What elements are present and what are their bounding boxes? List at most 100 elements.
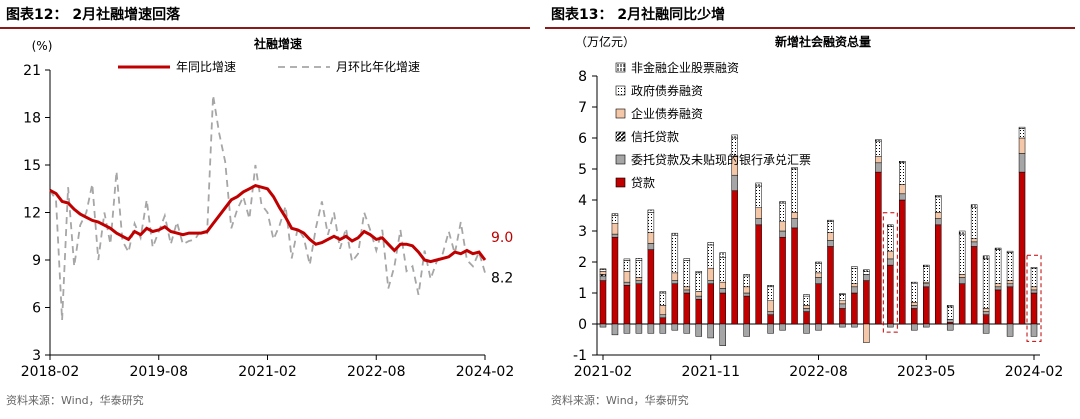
bar-segment-gov_bonds	[994, 249, 1002, 284]
bar-segment-corp_bonds	[851, 283, 858, 288]
bar-stack	[611, 213, 619, 336]
bar-segment-entrusted	[982, 311, 990, 315]
bar-segment-gov_bonds	[839, 294, 846, 301]
bar-segment-gov_bonds	[659, 292, 667, 306]
bar-segment-loans	[779, 236, 786, 325]
bar-segment-gov_bonds	[683, 260, 691, 288]
bar-segment-corp_bonds	[970, 238, 978, 243]
bar-segment-gov_bonds	[695, 272, 703, 292]
bar-segment-corp_bonds	[779, 221, 786, 232]
bar-stack	[767, 285, 774, 334]
legend-label: 信托贷款	[631, 130, 679, 144]
y-tick-label: 6	[578, 131, 587, 147]
legend-swatch	[615, 154, 626, 165]
bar-segment-corp_bonds	[982, 308, 990, 312]
bar-stack	[827, 219, 834, 325]
bar-segment-loans	[623, 285, 631, 325]
bar-stack	[683, 258, 691, 334]
bar-segment-corp_bonds	[755, 207, 762, 219]
bar-stack	[707, 242, 714, 339]
bar-segment-loans	[731, 190, 738, 325]
bar-segment-corp_bonds	[683, 286, 691, 291]
bar-stack	[815, 261, 822, 331]
chart-title: 新增社会融资总量	[775, 34, 871, 49]
y-tick-label: 3	[32, 348, 41, 364]
bar-stack	[743, 274, 750, 337]
bar-segment-corp_bonds	[875, 156, 882, 164]
bar-segment-loans	[803, 311, 810, 325]
bar-segment-equity	[599, 268, 607, 271]
y-tick-label: 8	[578, 69, 587, 85]
y-tick-label: 1	[578, 286, 587, 302]
legend: 非金融企业股票融资政府债券融资企业债券融资信托贷款委托贷款及未贴现的银行承兑汇票…	[615, 60, 811, 190]
bar-segment-negative	[1006, 323, 1014, 337]
bar-segment-equity	[791, 167, 798, 170]
bar-segment-entrusted	[623, 281, 631, 286]
bar-segment-loans	[911, 308, 918, 325]
bar-segment-equity	[899, 161, 906, 164]
bar-segment-corp_bonds	[887, 250, 894, 260]
bar-segment-negative	[767, 323, 774, 334]
bar-segment-gov_bonds	[671, 235, 679, 274]
bar-segment-equity	[635, 258, 643, 261]
bar-segment-entrusted	[599, 275, 607, 281]
legend-swatch	[615, 177, 626, 188]
bar-segment-entrusted	[767, 311, 774, 315]
bar-segment-negative	[1030, 323, 1038, 337]
bar-segment-entrusted	[1006, 283, 1014, 288]
bar-segment-loans	[994, 289, 1002, 325]
bar-segment-negative	[743, 323, 750, 337]
left-figure-title: 图表12： 2月社融增速回落	[6, 7, 181, 23]
bar-segment-equity	[743, 274, 750, 277]
bar-segment-entrusted	[970, 241, 978, 247]
series-line-mom-annualized	[49, 95, 486, 321]
bar-stack	[887, 224, 894, 328]
bar-segment-corp_bonds	[994, 283, 1002, 288]
bar-stack	[695, 271, 703, 337]
bar-segment-entrusted	[946, 319, 954, 323]
left-source-note: 资料来源：Wind，华泰研究	[6, 394, 144, 407]
bar-segment-negative	[683, 323, 691, 334]
bar-segment-negative	[863, 323, 870, 343]
bar-segment-equity	[851, 266, 858, 269]
bar-segment-negative	[719, 323, 726, 346]
bar-segment-corp_bonds	[671, 272, 679, 281]
legend-swatch	[615, 85, 626, 96]
bar-segment-equity	[647, 209, 655, 213]
bar-segment-gov_bonds	[982, 258, 990, 309]
bar-segment-gov_bonds	[958, 233, 966, 275]
bar-segment-entrusted	[863, 274, 870, 281]
y-tick-label: 7	[578, 100, 587, 116]
bar-segment-entrusted	[1030, 289, 1038, 294]
y-tick-label: 9	[32, 253, 41, 269]
bar-segment-equity	[803, 294, 810, 297]
bar-stack	[994, 247, 1002, 325]
bar-segment-loans	[719, 292, 726, 325]
bar-segment-corp_bonds	[958, 274, 966, 278]
bar-stack	[623, 258, 631, 334]
bar-segment-loans	[887, 264, 894, 325]
bar-segment-loans	[839, 308, 846, 325]
bar-segment-gov_bonds	[863, 271, 870, 275]
bar-stack	[958, 230, 966, 325]
bar-stack	[647, 209, 655, 334]
bar-segment-equity	[707, 242, 714, 246]
bar-segment-entrusted	[635, 280, 643, 284]
bar-segment-corp_bonds	[827, 232, 834, 241]
bar-segment-equity	[1006, 250, 1014, 253]
bar-stack	[659, 291, 667, 334]
bar-segment-loans	[695, 298, 703, 325]
bar-segment-corp_bonds	[743, 286, 750, 294]
bar-stack	[635, 258, 643, 334]
bar-segment-loans	[611, 236, 619, 325]
left-title-rule	[0, 27, 530, 29]
bar-segment-negative	[911, 323, 918, 331]
bar-segment-gov_bonds	[1006, 252, 1014, 281]
bar-stack	[1030, 267, 1038, 337]
bar-segment-gov_bonds	[934, 196, 942, 213]
bar-segment-corp_bonds	[899, 184, 906, 195]
bar-segment-equity	[623, 258, 631, 261]
bar-stack	[791, 167, 798, 325]
yoy-end-value-label: 9.0	[491, 230, 513, 246]
bar-segment-entrusted	[958, 277, 966, 284]
